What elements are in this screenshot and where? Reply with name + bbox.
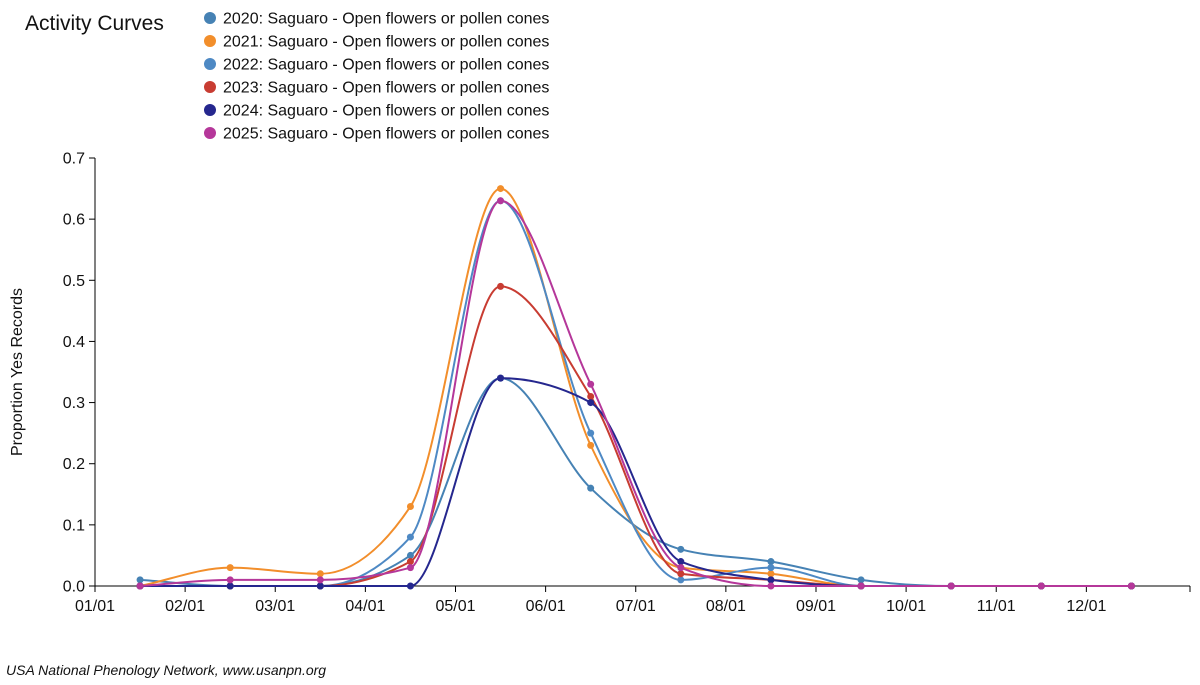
x-tick-label: 11/01 bbox=[977, 598, 1016, 615]
data-point[interactable] bbox=[767, 582, 775, 590]
data-point[interactable] bbox=[406, 564, 414, 572]
data-point[interactable] bbox=[1127, 582, 1135, 590]
y-tick-label: 0.3 bbox=[63, 395, 85, 412]
series-line-3 bbox=[140, 199, 1132, 588]
data-point[interactable] bbox=[767, 570, 775, 578]
data-point[interactable] bbox=[587, 399, 595, 407]
x-tick-label: 03/01 bbox=[255, 598, 295, 615]
data-point[interactable] bbox=[587, 380, 595, 388]
data-point[interactable] bbox=[136, 576, 144, 584]
series-lines bbox=[139, 187, 1132, 588]
data-point[interactable] bbox=[406, 558, 414, 566]
data-point[interactable] bbox=[767, 564, 775, 572]
legend-swatch bbox=[204, 127, 216, 139]
data-point[interactable] bbox=[226, 564, 234, 572]
data-point[interactable] bbox=[497, 374, 505, 382]
data-point[interactable] bbox=[587, 429, 595, 437]
data-point[interactable] bbox=[1037, 582, 1045, 590]
legend-label[interactable]: 2025: Saguaro - Open flowers or pollen c… bbox=[223, 126, 549, 143]
x-tick-label: 05/01 bbox=[435, 598, 475, 615]
legend-swatch bbox=[204, 104, 216, 116]
data-point[interactable] bbox=[226, 582, 234, 590]
legend: 2020: Saguaro - Open flowers or pollen c… bbox=[204, 11, 549, 143]
data-point[interactable] bbox=[857, 576, 865, 584]
data-point[interactable] bbox=[406, 533, 414, 541]
y-tick-label: 0.4 bbox=[63, 334, 85, 351]
data-point[interactable] bbox=[406, 551, 414, 559]
source-credit: USA National Phenology Network, www.usan… bbox=[6, 662, 326, 678]
data-point[interactable] bbox=[497, 282, 505, 290]
data-point[interactable] bbox=[947, 582, 955, 590]
data-point[interactable] bbox=[677, 564, 685, 572]
x-axis: 01/01 02/01 03/01 04/01 05/01 06/01 07/01 08/01… bbox=[75, 585, 1191, 615]
series-points bbox=[136, 185, 1135, 590]
x-tick-label: 08/01 bbox=[706, 598, 746, 615]
data-point[interactable] bbox=[857, 582, 865, 590]
data-point[interactable] bbox=[316, 582, 324, 590]
data-point[interactable] bbox=[406, 503, 414, 511]
chart-title: Activity Curves bbox=[25, 12, 164, 35]
y-tick-label: 0.0 bbox=[63, 579, 85, 596]
legend-swatch bbox=[204, 12, 216, 24]
data-point[interactable] bbox=[587, 484, 595, 492]
data-point[interactable] bbox=[767, 558, 775, 566]
data-point[interactable] bbox=[587, 441, 595, 449]
y-axis-label: Proportion Yes Records bbox=[9, 288, 26, 456]
y-tick-label: 0.2 bbox=[63, 456, 85, 473]
series-line-4 bbox=[140, 285, 1132, 588]
data-point[interactable] bbox=[406, 582, 414, 590]
data-point[interactable] bbox=[497, 197, 505, 205]
x-tick-label: 12/01 bbox=[1066, 598, 1106, 615]
legend-label[interactable]: 2020: Saguaro - Open flowers or pollen c… bbox=[223, 11, 549, 28]
data-point[interactable] bbox=[767, 576, 775, 584]
legend-swatch bbox=[204, 81, 216, 93]
legend-swatch bbox=[204, 58, 216, 70]
data-point[interactable] bbox=[316, 570, 324, 578]
data-point[interactable] bbox=[497, 185, 505, 193]
legend-label[interactable]: 2024: Saguaro - Open flowers or pollen c… bbox=[223, 103, 549, 120]
data-point[interactable] bbox=[587, 392, 595, 400]
y-tick-label: 0.6 bbox=[63, 212, 85, 229]
data-point[interactable] bbox=[677, 576, 685, 584]
data-point[interactable] bbox=[316, 576, 324, 584]
series-line-5 bbox=[140, 377, 1132, 588]
y-tick-label: 0.5 bbox=[63, 273, 85, 290]
data-point[interactable] bbox=[677, 545, 685, 553]
legend-swatch bbox=[204, 35, 216, 47]
legend-label[interactable]: 2022: Saguaro - Open flowers or pollen c… bbox=[223, 57, 549, 74]
x-tick-label: 10/01 bbox=[886, 598, 926, 615]
x-tick-label: 09/01 bbox=[796, 598, 836, 615]
data-point[interactable] bbox=[677, 570, 685, 578]
x-tick-label: 04/01 bbox=[345, 598, 385, 615]
x-tick-label: 02/01 bbox=[165, 598, 205, 615]
data-point[interactable] bbox=[136, 582, 144, 590]
x-tick-label: 01/01 bbox=[75, 598, 115, 615]
x-tick-label: 07/01 bbox=[616, 598, 656, 615]
data-point[interactable] bbox=[677, 558, 685, 566]
y-axis: 0.0 0.1 0.2 0.3 0.4 0.5 0.6 0.7 bbox=[63, 151, 96, 596]
y-tick-label: 0.1 bbox=[63, 517, 85, 534]
y-tick-label: 0.7 bbox=[63, 151, 85, 168]
legend-label[interactable]: 2021: Saguaro - Open flowers or pollen c… bbox=[223, 34, 549, 51]
data-point[interactable] bbox=[226, 576, 234, 584]
x-tick-label: 06/01 bbox=[526, 598, 566, 615]
legend-label[interactable]: 2023: Saguaro - Open flowers or pollen c… bbox=[223, 80, 549, 97]
